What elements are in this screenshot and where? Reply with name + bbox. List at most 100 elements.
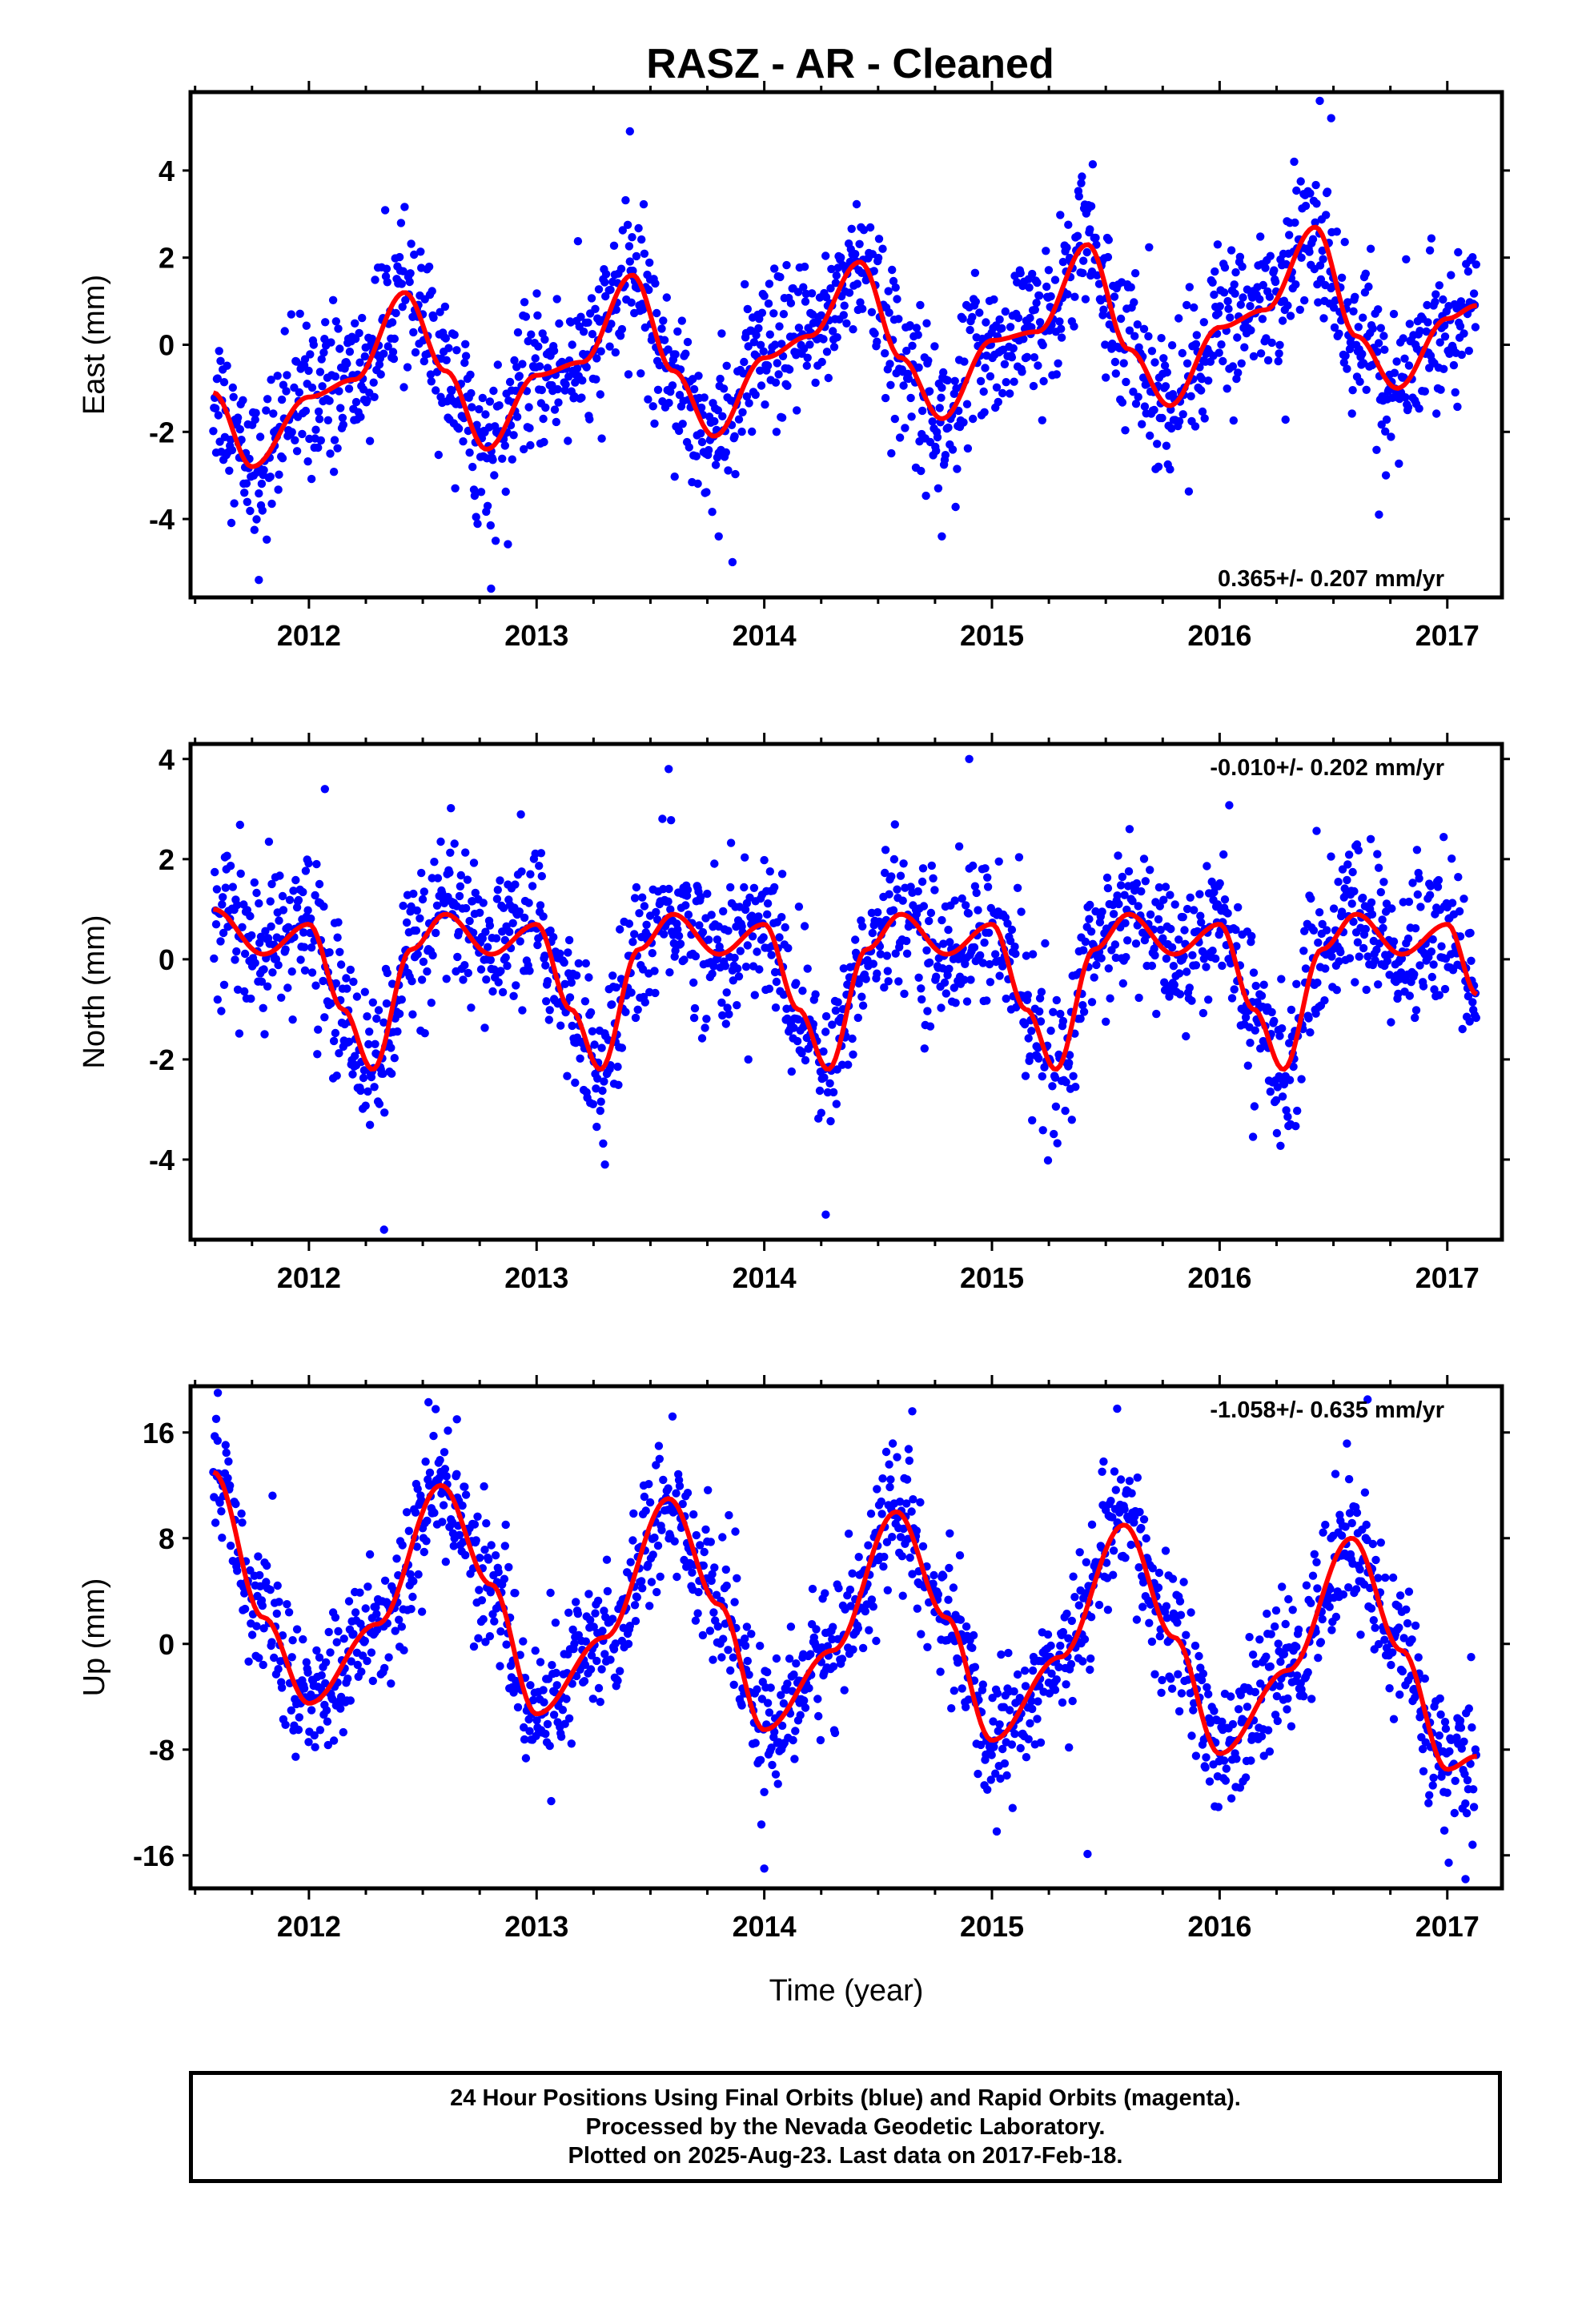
- north-observation-point: [597, 1043, 606, 1052]
- east-observation-point: [1042, 247, 1050, 255]
- east-observation-point: [1291, 280, 1300, 289]
- east-observation-point: [367, 334, 376, 344]
- north-observation-point: [1327, 852, 1335, 861]
- up-observation-point: [262, 1578, 271, 1586]
- up-observation-point: [482, 1519, 491, 1528]
- up-observation-point: [846, 1602, 856, 1610]
- north-observation-point: [413, 950, 422, 959]
- east-observation-point: [939, 368, 948, 377]
- east-observation-point: [1101, 340, 1110, 349]
- north-observation-point: [1162, 954, 1171, 963]
- up-observation-point: [1232, 1755, 1241, 1763]
- north-observation-point: [772, 977, 781, 987]
- north-observation-point: [1304, 1014, 1313, 1023]
- north-observation-point: [1413, 890, 1423, 899]
- up-observation-point: [629, 1509, 638, 1518]
- east-observation-point: [1190, 303, 1199, 312]
- north-observation-point: [1318, 919, 1327, 929]
- north-observation-point: [670, 952, 679, 961]
- east-observation-point: [1227, 246, 1236, 255]
- east-observation-point: [525, 424, 534, 432]
- up-observation-point: [424, 1397, 433, 1407]
- up-observation-point: [294, 1725, 303, 1735]
- up-observation-point: [412, 1542, 421, 1551]
- north-observation-point: [315, 879, 324, 889]
- north-observation-point: [873, 969, 881, 978]
- up-observation-point: [307, 1706, 316, 1715]
- north-observation-point: [1102, 1017, 1110, 1027]
- north-observation-point: [1332, 986, 1342, 995]
- up-observation-point: [983, 1785, 992, 1794]
- east-observation-point: [1239, 293, 1247, 302]
- east-observation-point: [473, 519, 482, 529]
- up-observation-point: [709, 1655, 717, 1664]
- north-observation-point: [725, 1010, 733, 1019]
- up-observation-point: [240, 1604, 250, 1614]
- north-observation-point: [980, 938, 989, 947]
- up-observation-point: [547, 1796, 556, 1806]
- up-observation-point: [812, 1625, 821, 1634]
- east-observation-point: [1219, 356, 1227, 366]
- up-observation-point: [1376, 1538, 1386, 1547]
- east-observation-point: [219, 378, 229, 387]
- up-observation-point: [1222, 1764, 1231, 1773]
- east-observation-point: [1110, 357, 1120, 367]
- east-observation-point: [434, 450, 443, 460]
- north-observation-point: [461, 848, 470, 857]
- up-observation-point: [673, 1572, 681, 1582]
- east-observation-point: [358, 313, 367, 323]
- north-observation-point: [363, 1087, 372, 1096]
- east-observation-point: [697, 437, 707, 447]
- east-observation-point: [228, 383, 237, 392]
- east-observation-point: [968, 312, 977, 322]
- up-observation-point: [317, 1671, 326, 1680]
- up-observation-point: [1255, 1635, 1264, 1644]
- east-observation-point: [1186, 392, 1195, 400]
- up-observation-point: [664, 1484, 673, 1493]
- north-observation-point: [1403, 934, 1413, 943]
- east-observation-point: [886, 380, 895, 389]
- east-observation-point: [478, 393, 487, 403]
- north-observation-point: [496, 967, 505, 975]
- up-observation-point: [564, 1714, 574, 1723]
- up-observation-point: [315, 1653, 324, 1662]
- east-observation-point: [215, 347, 223, 356]
- east-observation-point: [1223, 384, 1231, 393]
- east-observation-point: [1006, 323, 1015, 332]
- east-observation-point: [399, 267, 408, 275]
- up-observation-point: [791, 1727, 800, 1735]
- up-observation-point: [425, 1468, 435, 1478]
- east-observation-point: [1319, 255, 1327, 263]
- up-observation-point: [786, 1622, 796, 1631]
- north-observation-point: [433, 874, 443, 883]
- east-observation-point: [307, 383, 317, 392]
- east-observation-point: [1301, 201, 1311, 211]
- up-observation-point: [772, 1654, 781, 1663]
- east-observation-point: [287, 428, 296, 436]
- east-observation-point: [1191, 422, 1200, 431]
- east-observation-point: [1214, 309, 1223, 318]
- east-observation-point: [461, 340, 470, 348]
- north-observation-point: [702, 1015, 711, 1023]
- up-observation-point: [295, 1713, 303, 1722]
- east-observation-point: [1456, 322, 1465, 331]
- up-observation-point: [880, 1552, 889, 1562]
- up-observation-point: [570, 1639, 579, 1648]
- east-observation-point: [932, 446, 941, 456]
- north-observation-point: [409, 889, 418, 899]
- east-observation-point: [1211, 267, 1219, 276]
- up-observation-point: [476, 1554, 484, 1562]
- north-observation-point: [1079, 946, 1088, 955]
- north-observation-point: [616, 925, 624, 934]
- east-observation-point: [1064, 220, 1073, 229]
- up-observation-point: [1352, 1508, 1362, 1518]
- north-observation-point: [399, 901, 408, 911]
- north-observation-point: [1132, 879, 1142, 888]
- east-x-tick-label: 2017: [1415, 619, 1480, 652]
- north-observation-point: [1091, 907, 1100, 916]
- north-observation-point: [937, 1003, 946, 1012]
- up-observation-point: [1142, 1534, 1150, 1543]
- up-observation-point: [1158, 1675, 1166, 1685]
- north-observation-point: [858, 1001, 868, 1010]
- north-observation-point: [1277, 975, 1286, 983]
